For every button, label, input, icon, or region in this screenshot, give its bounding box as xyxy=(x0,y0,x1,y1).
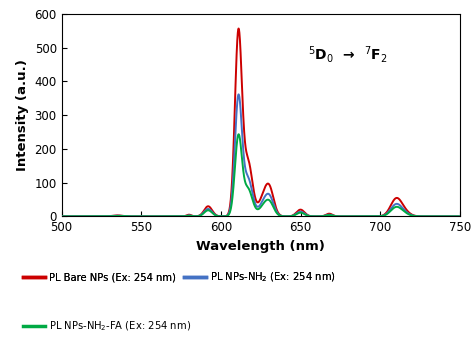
Y-axis label: Intensity (a.u.): Intensity (a.u.) xyxy=(16,59,29,171)
Text: $^5$D$_0$  →  $^7$F$_2$: $^5$D$_0$ → $^7$F$_2$ xyxy=(309,44,388,65)
Legend: PL Bare NPs (Ex: 254 nm), PL NPs-NH$_2$ (Ex: 254 nm): PL Bare NPs (Ex: 254 nm), PL NPs-NH$_2$ … xyxy=(19,267,340,288)
Legend: PL NPs-NH$_2$-FA (Ex: 254 nm): PL NPs-NH$_2$-FA (Ex: 254 nm) xyxy=(19,315,195,337)
X-axis label: Wavelength (nm): Wavelength (nm) xyxy=(196,240,325,253)
